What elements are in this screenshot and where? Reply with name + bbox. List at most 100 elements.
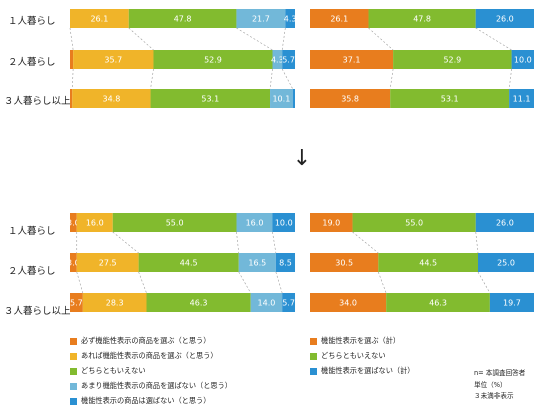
data-label: 21.7 xyxy=(252,15,270,24)
legend-item-select-total: 機能性表示を選ぶ（計） xyxy=(310,336,400,346)
data-label: 55.0 xyxy=(166,219,184,228)
connector-line xyxy=(378,271,387,294)
row-label-3-top: ３人暮らし以上 xyxy=(4,96,71,107)
data-label: 26.1 xyxy=(90,15,108,24)
connector-line xyxy=(128,27,154,51)
bar-segment xyxy=(390,89,510,108)
data-label: 47.8 xyxy=(413,15,431,24)
legend-label: 機能性表示の商品は選ばない（と思う） xyxy=(81,396,211,405)
bar-segment xyxy=(475,213,534,232)
bar-segment xyxy=(70,9,129,28)
data-label: 11.1 xyxy=(513,95,531,104)
data-label: 46.3 xyxy=(429,299,447,308)
data-label: 10.0 xyxy=(514,56,532,65)
bar-segment xyxy=(310,293,387,312)
data-label: 4.3 xyxy=(284,15,297,24)
data-label: 16.0 xyxy=(86,219,104,228)
bar-segment xyxy=(352,213,476,232)
data-label: 5.7 xyxy=(70,299,83,308)
data-label: 5.7 xyxy=(282,56,295,65)
bar-segment xyxy=(310,213,353,232)
legend-item-rather: あれば機能性表示の商品を選ぶ（と思う） xyxy=(70,351,218,361)
data-label: 37.1 xyxy=(343,56,361,65)
connector-line xyxy=(281,68,294,90)
data-label: 19.7 xyxy=(503,299,521,308)
legend-label: あれば機能性表示の商品を選ぶ（と思う） xyxy=(81,351,218,360)
bar-segment xyxy=(511,50,534,69)
data-label: 25.0 xyxy=(497,259,515,268)
bar-segment xyxy=(275,253,296,272)
data-label: 27.5 xyxy=(99,259,117,268)
legend-label: どちらともいえない xyxy=(321,351,386,360)
connector-line xyxy=(389,68,394,90)
bar-segment xyxy=(368,9,476,28)
data-label: 10.1 xyxy=(272,95,290,104)
connector-line xyxy=(275,271,283,294)
bar-segment xyxy=(146,293,251,312)
legend-swatch xyxy=(310,367,317,375)
data-label: 26.1 xyxy=(330,15,348,24)
data-label: 10.0 xyxy=(275,219,293,228)
connector-line xyxy=(238,271,251,294)
bar-segment xyxy=(310,89,391,108)
data-label: 34.0 xyxy=(339,299,357,308)
note-unit: 単位（%） xyxy=(474,380,507,389)
data-label: 4.3 xyxy=(271,56,284,65)
legend-swatch xyxy=(70,382,77,390)
legend-label: 機能性表示を選ぶ（計） xyxy=(321,336,401,345)
bar-segment xyxy=(310,253,379,272)
bar-segment xyxy=(138,253,239,272)
connector-line xyxy=(269,68,273,90)
bar-segment xyxy=(112,213,237,232)
legend-label: どちらともいえない xyxy=(81,366,146,375)
data-label: 16.5 xyxy=(248,259,266,268)
legend-swatch xyxy=(70,397,77,405)
connector-line xyxy=(150,68,154,90)
legend-label: 必ず機能性表示の商品を選ぶ（と思う） xyxy=(81,336,211,345)
note-sample: n= 本調査回答者 xyxy=(474,369,526,377)
data-label: 44.5 xyxy=(180,259,198,268)
legend-swatch xyxy=(70,367,77,375)
row-label-2-top: ２人暮らし xyxy=(8,57,56,68)
bar-segment xyxy=(475,9,534,28)
bar-segment xyxy=(310,9,369,28)
data-label: 52.9 xyxy=(443,56,461,65)
legend-swatch xyxy=(70,352,77,360)
legend-item-rather-not: あまり機能性表示の商品を選ばない（と思う） xyxy=(70,381,232,391)
bar-segment xyxy=(292,89,295,108)
connector-line xyxy=(508,68,512,90)
bar-segment xyxy=(72,89,151,108)
bar-segment xyxy=(478,253,534,272)
bar-segment xyxy=(285,9,295,28)
legend-label: 機能性表示を選ばない（計） xyxy=(321,366,415,375)
bar-segment xyxy=(150,89,271,108)
data-label: 46.3 xyxy=(190,299,208,308)
row-label-1-bottom: １人暮らし xyxy=(8,226,56,237)
bar-segment xyxy=(70,89,73,108)
legend-item-neutral: どちらともいえない xyxy=(70,366,146,376)
data-label: 26.0 xyxy=(496,219,514,228)
bar-segment xyxy=(70,50,74,69)
data-label: 19.0 xyxy=(322,219,340,228)
chart-notes: n= 本調査回答者 単位（%） ３未満非表示 xyxy=(474,368,525,403)
connector-line xyxy=(281,27,286,51)
bar-segment xyxy=(82,293,147,312)
bar-segment xyxy=(509,89,534,108)
connector-line xyxy=(112,231,139,254)
row-label-1-top: １人暮らし xyxy=(8,16,56,27)
connector-line xyxy=(475,231,479,254)
connector-line xyxy=(236,231,240,254)
data-label: 16.0 xyxy=(246,219,264,228)
bar-segment xyxy=(70,253,77,272)
data-label: 8.5 xyxy=(279,259,292,268)
note-threshold: ３未満非表示 xyxy=(474,392,514,400)
bar-segment xyxy=(282,50,296,69)
connector-line xyxy=(368,27,394,51)
data-label: 3.0 xyxy=(67,259,80,268)
connector-line xyxy=(477,271,491,294)
connector-line xyxy=(352,231,379,254)
data-label: 5.7 xyxy=(282,299,295,308)
legend-item-must: 必ず機能性表示の商品を選ぶ（と思う） xyxy=(70,336,210,346)
bar-segment xyxy=(250,293,283,312)
